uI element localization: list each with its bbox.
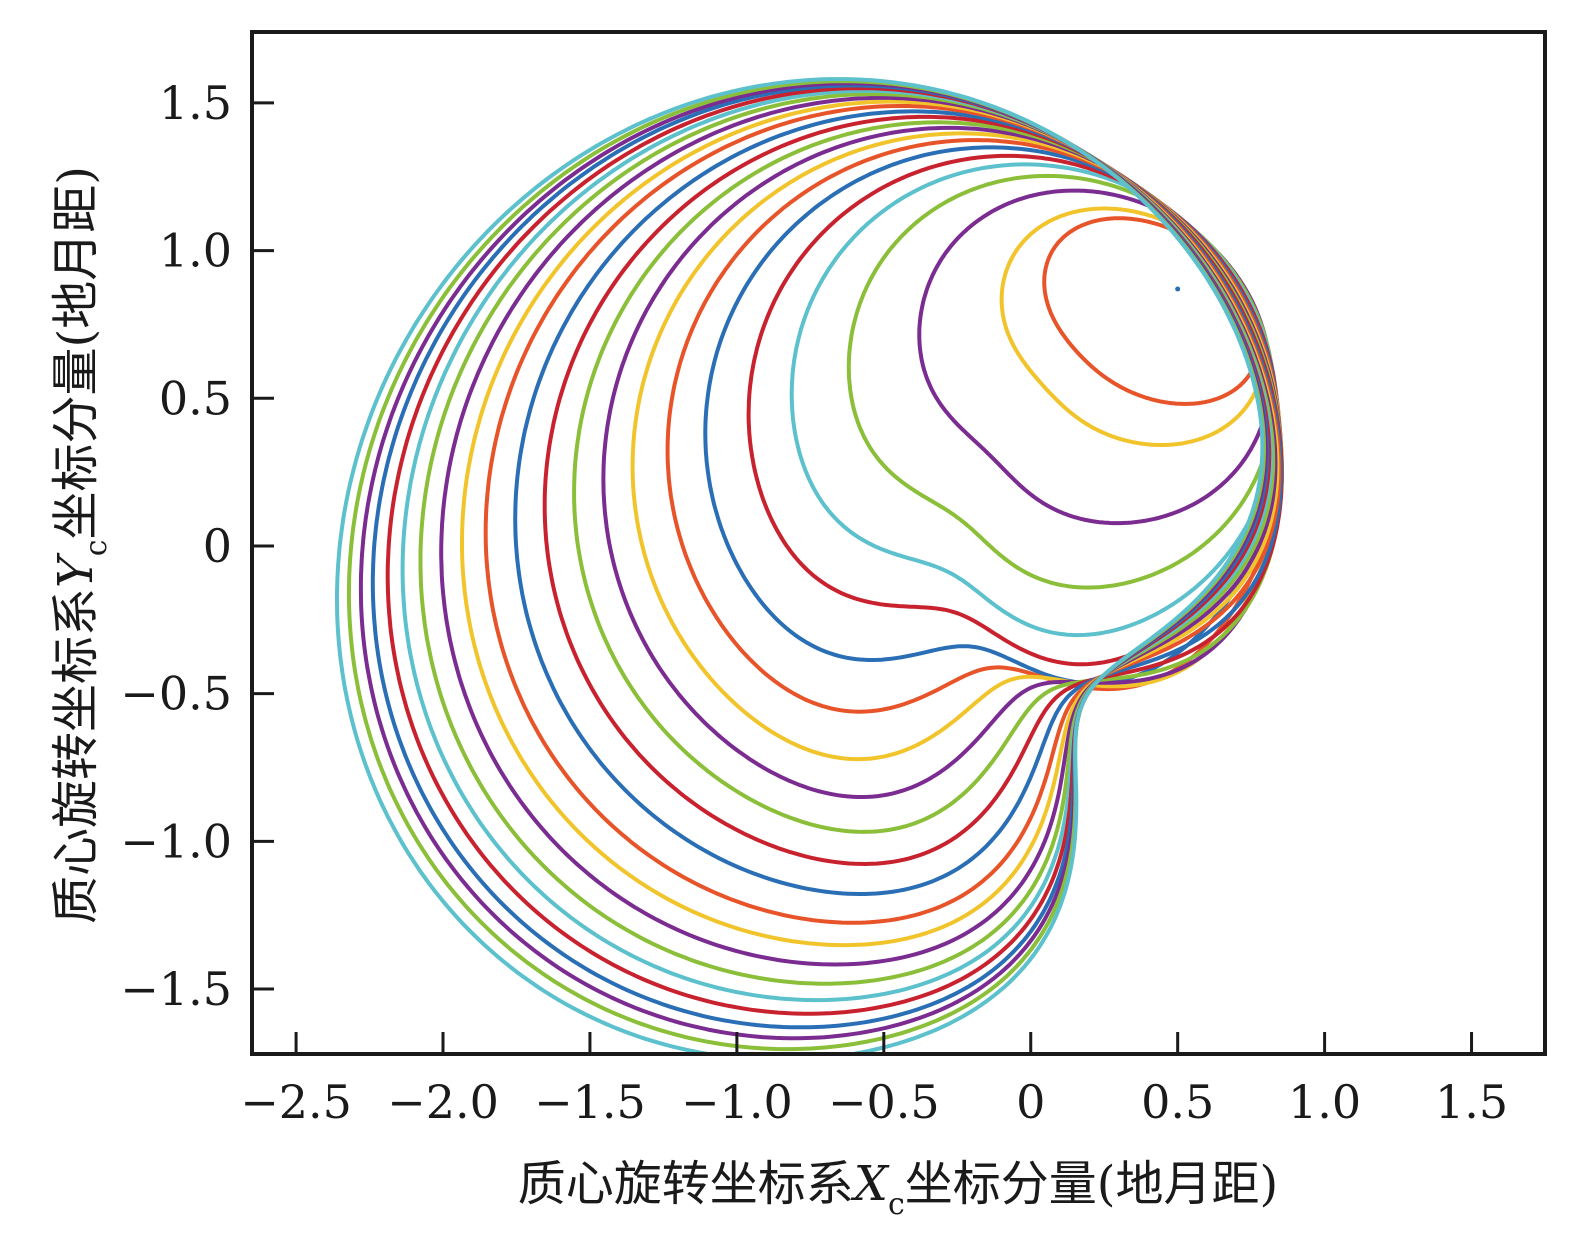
x-axis-label: 质心旋转坐标系Xc坐标分量(地月距) — [518, 1156, 1278, 1222]
series-line — [917, 188, 1272, 526]
y-axis-label-prefix: 质心旋转坐标系 — [48, 588, 104, 924]
x-tick-label: −2.0 — [387, 1075, 499, 1129]
y-tick-label: 1.5 — [159, 76, 232, 130]
y-tick-label: −1.0 — [120, 814, 232, 868]
y-axis-label-suffix: 坐标分量(地月距) — [48, 166, 104, 539]
center-point — [1175, 286, 1181, 292]
series-layer — [335, 77, 1284, 1054]
x-tick-label: 0 — [1016, 1075, 1045, 1129]
x-axis-label-sub: c — [888, 1187, 905, 1222]
x-axis-label-var: X — [850, 1156, 890, 1212]
series-line — [789, 162, 1279, 638]
series-line — [999, 206, 1266, 447]
x-tick-label: −1.0 — [681, 1075, 793, 1129]
y-tick-label: 0.5 — [159, 371, 232, 425]
x-tick-label: 1.5 — [1435, 1075, 1508, 1129]
series-line — [418, 92, 1276, 986]
x-tick-label: −2.5 — [240, 1075, 352, 1129]
series-line — [439, 95, 1278, 967]
x-tick-label: −0.5 — [828, 1075, 940, 1129]
y-axis-label: 质心旋转坐标系Yc坐标分量(地月距) — [48, 166, 114, 924]
x-axis-ticks: −2.5 −2.0 −1.5 −1.0 −0.5 0 0.5 1.0 1.5 — [240, 1032, 1508, 1129]
x-axis-label-prefix: 质心旋转坐标系 — [518, 1156, 854, 1212]
series-line — [746, 153, 1280, 667]
x-tick-label: 1.0 — [1288, 1075, 1361, 1129]
series-line — [460, 99, 1280, 948]
x-axis-label-suffix: 坐标分量(地月距) — [905, 1156, 1278, 1212]
series-line — [358, 81, 1268, 1041]
y-tick-label: 0 — [203, 519, 232, 573]
y-tick-label: −0.5 — [120, 667, 232, 721]
y-axis-ticks: 1.5 1.0 0.5 0 −0.5 −1.0 −1.5 — [120, 76, 274, 1016]
x-tick-label: 0.5 — [1141, 1075, 1214, 1129]
y-tick-label: −1.5 — [120, 962, 232, 1016]
y-axis-label-var: Y — [48, 552, 104, 588]
series-line — [335, 77, 1265, 1054]
y-axis-label-sub: c — [79, 539, 114, 556]
y-tick-label: 1.0 — [159, 224, 232, 278]
x-tick-label: −1.5 — [534, 1075, 646, 1129]
plot-frame — [250, 30, 1547, 1056]
